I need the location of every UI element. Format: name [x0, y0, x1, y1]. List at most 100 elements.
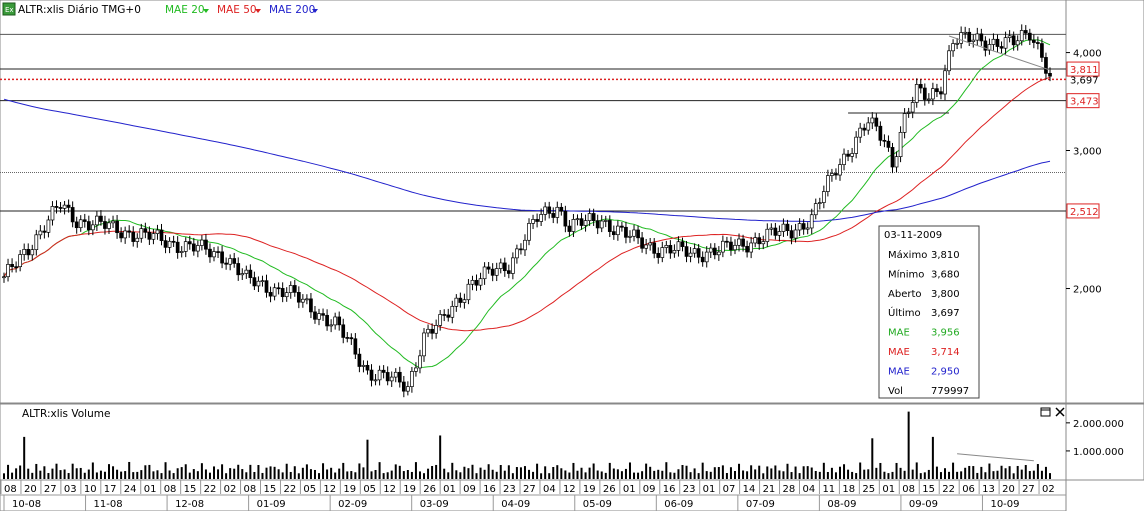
- candle-body: [406, 386, 410, 392]
- candle-body: [951, 43, 955, 52]
- candle-body: [785, 223, 790, 231]
- data-window-value: 3,956: [931, 328, 960, 339]
- candle-body: [260, 280, 265, 283]
- volume-bar: [665, 462, 668, 479]
- volume-bar: [891, 471, 894, 479]
- volume-bar: [124, 471, 127, 479]
- candle-body: [163, 240, 168, 248]
- candle-body: [70, 207, 75, 223]
- legend-mae20[interactable]: MAE 20: [165, 4, 205, 16]
- candle-body: [220, 251, 224, 264]
- volume-bar: [451, 462, 454, 479]
- volume-bar: [338, 468, 341, 479]
- legend-mae200-dropdown-icon[interactable]: [312, 9, 318, 13]
- day-label: 16: [483, 484, 496, 495]
- volume-bar: [112, 466, 115, 479]
- candle-body: [591, 213, 596, 221]
- volume-bar: [31, 472, 34, 479]
- candle-body: [684, 246, 689, 257]
- volume-trend-line: [957, 453, 1034, 462]
- instrument-icon[interactable]: [2, 2, 16, 16]
- legend-mae50[interactable]: MAE 50: [217, 4, 257, 16]
- legend-mae50-dropdown-icon[interactable]: [255, 9, 261, 13]
- volume-bar: [225, 473, 228, 479]
- volume-bar: [398, 465, 401, 479]
- day-label: 04: [802, 484, 815, 495]
- day-label: 27: [523, 484, 536, 495]
- close-panel-icon[interactable]: [1055, 407, 1065, 417]
- volume-bar: [657, 469, 660, 479]
- candle-body: [317, 313, 321, 320]
- candle-body: [22, 248, 27, 255]
- candle-body: [535, 219, 539, 222]
- day-label: 12: [383, 484, 396, 495]
- month-label: 04-09: [501, 499, 530, 510]
- day-label: 08: [902, 484, 915, 495]
- day-label: 20: [24, 484, 37, 495]
- candle-body: [38, 230, 43, 236]
- volume-bar: [915, 462, 918, 479]
- legend-mae20-dropdown-icon[interactable]: [203, 9, 209, 13]
- volume-bar: [406, 470, 409, 479]
- candle-body: [817, 202, 822, 204]
- volume-bar: [681, 465, 684, 479]
- candle-body: [559, 206, 564, 212]
- volume-bar: [467, 468, 470, 479]
- price-label-box: [1066, 93, 1100, 109]
- candle-body: [931, 88, 935, 100]
- day-label: 23: [683, 484, 696, 495]
- candle-body: [914, 84, 919, 103]
- volume-bar: [778, 470, 781, 479]
- volume-bar: [208, 472, 211, 479]
- candle-body: [999, 46, 1004, 49]
- volume-bar: [988, 463, 991, 479]
- volume-bar: [188, 472, 191, 479]
- volume-bar: [144, 465, 147, 479]
- candle-body: [765, 228, 770, 242]
- volume-bar: [172, 473, 175, 479]
- candle-body: [797, 223, 802, 231]
- candle-body: [854, 136, 858, 154]
- day-label: 08: [244, 484, 257, 495]
- volume-panel: [0, 403, 1067, 481]
- volume-bar: [532, 471, 535, 479]
- candle-body: [587, 213, 592, 221]
- candle-body: [103, 221, 107, 229]
- candle-body: [624, 226, 628, 238]
- candle-body: [983, 40, 988, 51]
- candlesticks: [2, 24, 1052, 398]
- volume-bar: [1020, 469, 1023, 479]
- candle-body: [284, 292, 289, 298]
- day-label: 17: [104, 484, 117, 495]
- volume-bar: [608, 462, 611, 479]
- candle-body: [434, 325, 438, 334]
- day-label: 01: [703, 484, 716, 495]
- volume-bar: [213, 466, 216, 479]
- month-label: 11-08: [94, 499, 123, 510]
- candle-body: [111, 220, 115, 224]
- candle-body: [410, 371, 414, 387]
- candle-body: [462, 299, 467, 303]
- candle-body: [196, 245, 200, 252]
- legend-mae200[interactable]: MAE 200: [269, 4, 315, 16]
- candle-body: [939, 91, 943, 95]
- volume-bar: [887, 473, 890, 479]
- volume-bar: [257, 465, 260, 479]
- candle-body: [349, 337, 354, 340]
- maximize-panel-icon[interactable]: [1040, 407, 1051, 417]
- candle-body: [648, 242, 653, 246]
- volume-bar: [572, 462, 575, 479]
- candle-body: [947, 50, 951, 72]
- volume-bar: [221, 464, 224, 479]
- candle-body: [272, 287, 277, 297]
- volume-bar: [447, 472, 450, 479]
- candle-body: [789, 230, 794, 239]
- volume-bar: [318, 473, 321, 479]
- candle-body: [74, 221, 79, 229]
- day-label: 22: [942, 484, 955, 495]
- day-label: 07: [723, 484, 736, 495]
- candle-body: [523, 239, 527, 251]
- volume-bar: [519, 467, 522, 479]
- candle-body: [216, 251, 220, 253]
